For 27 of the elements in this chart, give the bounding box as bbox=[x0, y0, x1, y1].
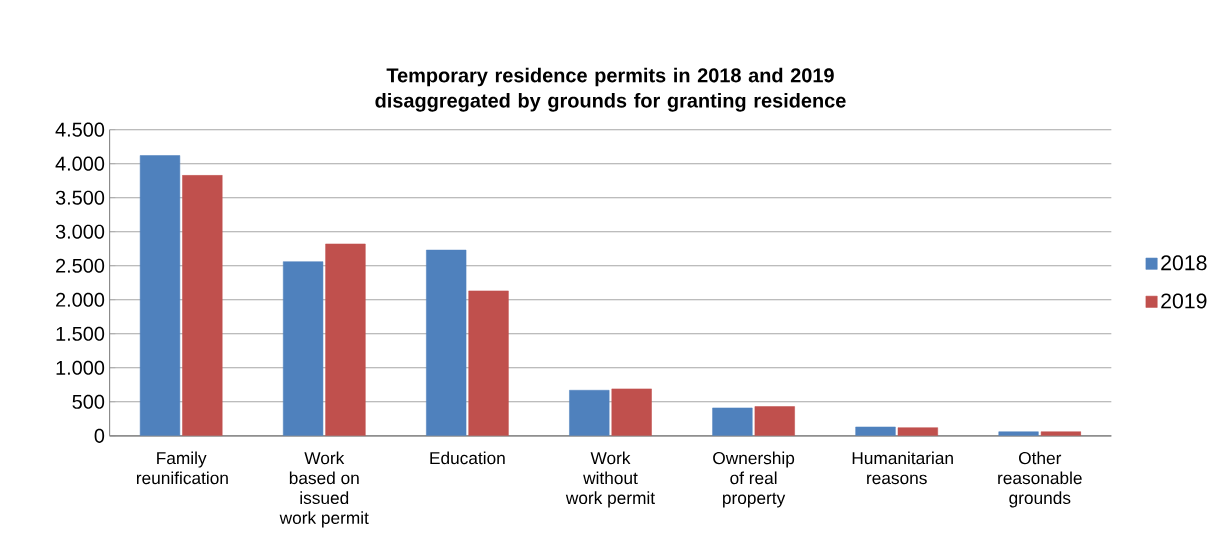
bar bbox=[611, 388, 652, 436]
x-tick-label: Work without work permit bbox=[565, 451, 655, 508]
x-tick-label: Family reunification bbox=[136, 451, 228, 485]
y-tick-label: 3.500 bbox=[55, 190, 105, 205]
chart-title: Temporary residence permits in 2018 and 2019 disaggregated by grounds for granting residence bbox=[375, 67, 846, 112]
legend-label: 2019 bbox=[1161, 293, 1207, 309]
bar bbox=[1040, 431, 1082, 436]
bar bbox=[182, 174, 223, 436]
x-tick-label: Education bbox=[430, 451, 505, 465]
y-tick-label: 1.000 bbox=[56, 360, 105, 375]
x-tick-label: Other reasonable grounds bbox=[998, 451, 1082, 508]
x-tick-label: Work based on issued work permit bbox=[279, 451, 369, 528]
y-tick-label: 3.000 bbox=[55, 224, 105, 239]
y-tick-label: 4.500 bbox=[55, 122, 105, 137]
bar bbox=[325, 243, 366, 436]
bar bbox=[468, 290, 509, 436]
x-tick-label: Ownership of real property bbox=[713, 451, 795, 508]
bar bbox=[897, 427, 938, 436]
x-tick-label: Humanitarian reasons bbox=[852, 451, 953, 485]
y-tick-label: 2.500 bbox=[56, 258, 105, 273]
y-tick-label: 2.000 bbox=[56, 292, 105, 307]
y-tick-label: 4.000 bbox=[55, 156, 105, 171]
y-tick-label: 1.500 bbox=[56, 326, 105, 341]
y-tick-label: 500 bbox=[72, 394, 105, 409]
legend-label: 2018 bbox=[1161, 255, 1207, 271]
y-tick-label: 0 bbox=[94, 428, 105, 443]
bar bbox=[754, 406, 795, 436]
